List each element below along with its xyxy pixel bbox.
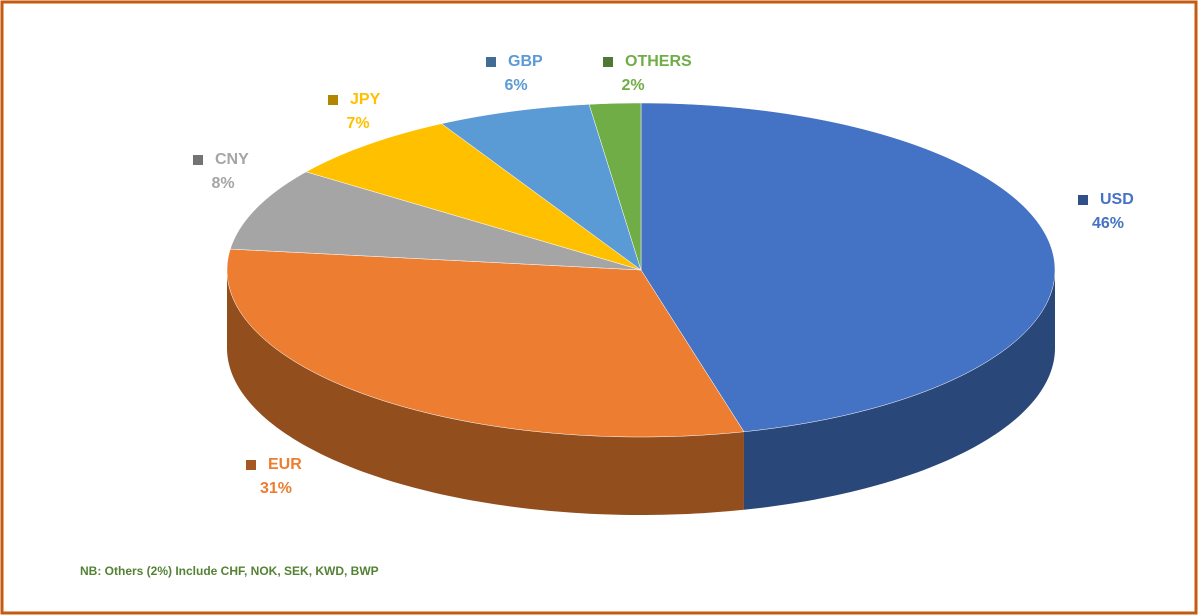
legend-marker [486, 57, 496, 67]
slice [229, 171, 642, 271]
category-label: OTHERS [625, 53, 692, 70]
category-label: CNY [215, 151, 249, 168]
slice-side [227, 270, 744, 515]
legend-marker [328, 95, 338, 105]
annotation: NB: Others (2%) Include CHF, NOK, SEK, K… [80, 564, 379, 578]
slice [640, 102, 1056, 433]
legend-marker [246, 460, 256, 470]
value-label: 46% [1092, 215, 1124, 232]
value-label: 6% [504, 77, 527, 94]
value-label: 31% [260, 480, 292, 497]
legend-marker [1078, 195, 1088, 205]
category-label: USD [1100, 191, 1134, 208]
legend-marker [603, 57, 613, 67]
value-label: 2% [621, 77, 644, 94]
category-label: GBP [508, 53, 543, 70]
slice [226, 248, 745, 438]
slice [440, 104, 642, 271]
value-label: 7% [346, 115, 369, 132]
slice-side [743, 270, 1055, 510]
value-label: 8% [211, 175, 234, 192]
category-label: JPY [350, 91, 381, 108]
legend-marker [193, 155, 203, 165]
slice [305, 123, 642, 271]
category-label: EUR [268, 456, 302, 473]
slice [588, 102, 642, 271]
